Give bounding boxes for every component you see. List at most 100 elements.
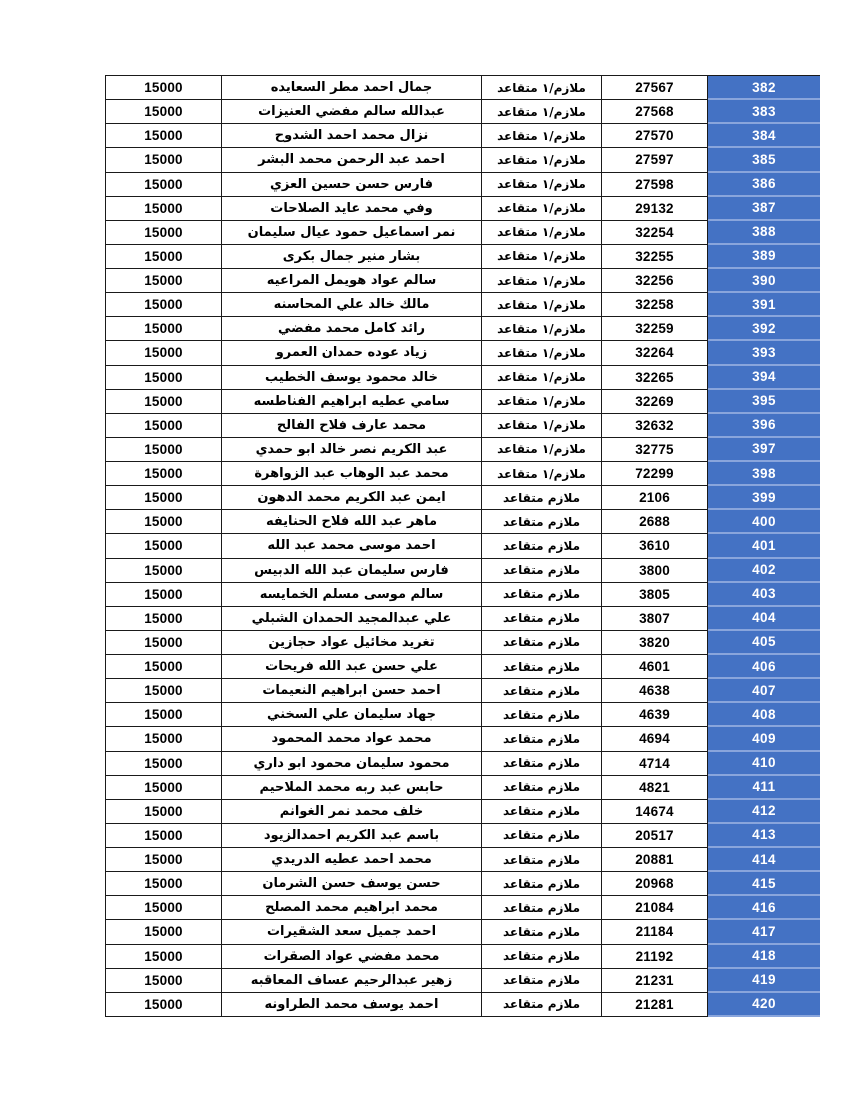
name-cell: احمد يوسف محمد الطراونه xyxy=(222,992,482,1017)
amount-cell: 15000 xyxy=(105,848,222,873)
table-row: 15000 نمر اسماعيل حمود عيال سليمان ملازم/١… xyxy=(105,220,820,245)
name-cell: مالك خالد علي المحاسنه xyxy=(222,293,482,318)
serial-cell: 399 xyxy=(708,486,820,511)
serial-cell: 391 xyxy=(708,293,820,318)
file-number-cell: 20968 xyxy=(602,872,708,897)
table-row: 15000 سالم عواد هويمل المراعيه ملازم/١ متق… xyxy=(105,269,820,294)
rank-cell: ملازم/١ متقاعد xyxy=(482,293,602,318)
table-row: 15000 وفي محمد عايد الصلاحات ملازم/١ متقاع… xyxy=(105,196,820,221)
serial-cell: 419 xyxy=(708,968,820,993)
amount-cell: 15000 xyxy=(105,293,222,318)
name-cell: زهير عبدالرحيم عساف المعاقبه xyxy=(222,968,482,993)
amount-cell: 15000 xyxy=(105,558,222,583)
table-row: 15000 باسم عبد الكريم احمدالزيود ملازم متق… xyxy=(105,823,820,848)
table-row: 15000 محمد عبد الوهاب عبد الزواهرة ملازم/١… xyxy=(105,462,820,487)
rank-cell: ملازم/١ متقاعد xyxy=(482,413,602,438)
amount-cell: 15000 xyxy=(105,462,222,487)
file-number-cell: 21281 xyxy=(602,992,708,1017)
serial-cell: 413 xyxy=(708,823,820,848)
amount-cell: 15000 xyxy=(105,76,222,101)
rank-cell: ملازم متقاعد xyxy=(482,679,602,704)
name-cell: محمد ابراهيم محمد المصلح xyxy=(222,896,482,921)
serial-cell: 383 xyxy=(708,100,820,125)
name-cell: محمد عواد محمد المحمود xyxy=(222,727,482,752)
rank-cell: ملازم/١ متقاعد xyxy=(482,148,602,173)
table-row: 15000 رائد كامل محمد مفضي ملازم/١ متقاعد 32… xyxy=(105,317,820,342)
amount-cell: 15000 xyxy=(105,220,222,245)
rank-cell: ملازم/١ متقاعد xyxy=(482,365,602,390)
file-number-cell: 27570 xyxy=(602,124,708,149)
table-row: 15000 سامي عطيه ابراهيم الفناطسه ملازم/١ م… xyxy=(105,389,820,414)
name-cell: احمد موسى محمد عبد الله xyxy=(222,534,482,559)
table-row: 15000 محمد ابراهيم محمد المصلح ملازم متقاع… xyxy=(105,896,820,921)
rank-cell: ملازم متقاعد xyxy=(482,630,602,655)
file-number-cell: 32265 xyxy=(602,365,708,390)
serial-cell: 418 xyxy=(708,944,820,969)
amount-cell: 15000 xyxy=(105,968,222,993)
table-row: 15000 احمد جميل سعد الشقيرات ملازم متقاعد 2… xyxy=(105,920,820,945)
file-number-cell: 72299 xyxy=(602,462,708,487)
rank-cell: ملازم/١ متقاعد xyxy=(482,100,602,125)
serial-cell: 416 xyxy=(708,896,820,921)
file-number-cell: 4638 xyxy=(602,679,708,704)
name-cell: فارس سليمان عبد الله الدبيس xyxy=(222,558,482,583)
rank-cell: ملازم/١ متقاعد xyxy=(482,462,602,487)
name-cell: جهاد سليمان علي السخني xyxy=(222,703,482,728)
amount-cell: 15000 xyxy=(105,896,222,921)
amount-cell: 15000 xyxy=(105,703,222,728)
amount-cell: 15000 xyxy=(105,775,222,800)
table-row: 15000 علي حسن عبد الله فريحات ملازم متقاعد… xyxy=(105,655,820,680)
amount-cell: 15000 xyxy=(105,196,222,221)
table-row: 15000 نزال محمد احمد الشدوح ملازم/١ متقاعد… xyxy=(105,124,820,149)
rank-cell: ملازم متقاعد xyxy=(482,582,602,607)
name-cell: سالم موسى مسلم الخمايسه xyxy=(222,582,482,607)
table-row: 15000 جمال احمد مطر السعايده ملازم/١ متقاع… xyxy=(105,76,820,101)
file-number-cell: 3820 xyxy=(602,630,708,655)
serial-cell: 414 xyxy=(708,848,820,873)
rank-cell: ملازم متقاعد xyxy=(482,944,602,969)
name-cell: جمال احمد مطر السعايده xyxy=(222,76,482,101)
file-number-cell: 2688 xyxy=(602,510,708,535)
serial-cell: 402 xyxy=(708,558,820,583)
name-cell: فارس حسن حسين العزي xyxy=(222,172,482,197)
serial-cell: 410 xyxy=(708,751,820,776)
amount-cell: 15000 xyxy=(105,992,222,1017)
file-number-cell: 20881 xyxy=(602,848,708,873)
name-cell: نمر اسماعيل حمود عيال سليمان xyxy=(222,220,482,245)
rank-cell: ملازم متقاعد xyxy=(482,799,602,824)
table-row: 15000 احمد يوسف محمد الطراونه ملازم متقاعد… xyxy=(105,992,820,1017)
rank-cell: ملازم/١ متقاعد xyxy=(482,389,602,414)
table-row: 15000 محمد مفضي عواد الصقرات ملازم متقاعد 2… xyxy=(105,944,820,969)
serial-cell: 386 xyxy=(708,172,820,197)
amount-cell: 15000 xyxy=(105,799,222,824)
rank-cell: ملازم متقاعد xyxy=(482,823,602,848)
amount-cell: 15000 xyxy=(105,823,222,848)
file-number-cell: 32632 xyxy=(602,413,708,438)
serial-cell: 404 xyxy=(708,606,820,631)
table-row: 15000 ماهر عبد الله فلاح الحنايفه ملازم مت… xyxy=(105,510,820,535)
serial-cell: 382 xyxy=(708,76,820,101)
name-cell: وفي محمد عايد الصلاحات xyxy=(222,196,482,221)
serial-cell: 420 xyxy=(708,992,820,1017)
amount-cell: 15000 xyxy=(105,437,222,462)
table-row: 15000 حابس عبد ربه محمد الملاحيم ملازم متق… xyxy=(105,775,820,800)
file-number-cell: 27567 xyxy=(602,76,708,101)
file-number-cell: 32269 xyxy=(602,389,708,414)
rank-cell: ملازم متقاعد xyxy=(482,992,602,1017)
serial-cell: 396 xyxy=(708,413,820,438)
amount-cell: 15000 xyxy=(105,341,222,366)
table-row: 15000 خلف محمد نمر الغوانم ملازم متقاعد 146… xyxy=(105,799,820,824)
amount-cell: 15000 xyxy=(105,920,222,945)
amount-cell: 15000 xyxy=(105,100,222,125)
serial-cell: 398 xyxy=(708,462,820,487)
rank-cell: ملازم متقاعد xyxy=(482,534,602,559)
file-number-cell: 4821 xyxy=(602,775,708,800)
table-row: 15000 مالك خالد علي المحاسنه ملازم/١ متقاع… xyxy=(105,293,820,318)
rank-cell: ملازم متقاعد xyxy=(482,872,602,897)
name-cell: تغريد مخائيل عواد حجازين xyxy=(222,630,482,655)
file-number-cell: 32258 xyxy=(602,293,708,318)
amount-cell: 15000 xyxy=(105,582,222,607)
table-row: 15000 خالد محمود يوسف الخطيب ملازم/١ متقاع… xyxy=(105,365,820,390)
rank-cell: ملازم متقاعد xyxy=(482,751,602,776)
amount-cell: 15000 xyxy=(105,534,222,559)
